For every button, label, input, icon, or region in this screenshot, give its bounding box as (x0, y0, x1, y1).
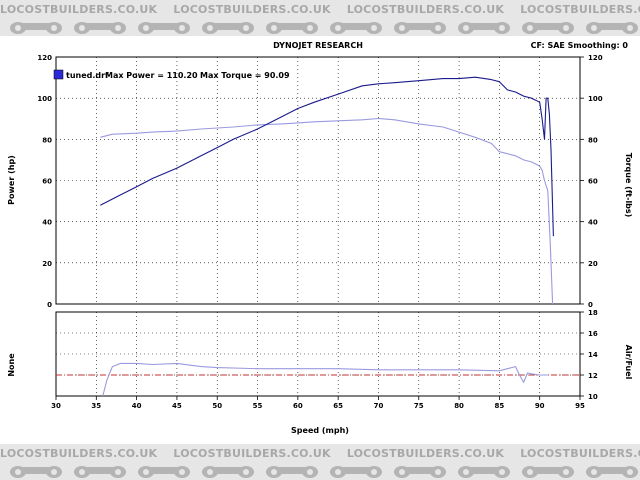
watermark-car-icon (138, 466, 190, 478)
x-tick-label: 90 (535, 402, 545, 410)
watermark-car-icon (202, 466, 254, 478)
watermark-car-icon (266, 22, 318, 34)
x-tick-label: 30 (51, 402, 61, 410)
x-tick-label: 55 (253, 402, 263, 410)
lower-series (102, 362, 548, 397)
x-tick-label: 65 (333, 402, 343, 410)
watermark-car-icon (522, 22, 574, 34)
watermark-car-icon (74, 466, 126, 478)
chart-header-right: CF: SAE Smoothing: 0 (531, 41, 629, 50)
lower-y-tick-right: 10 (588, 393, 598, 401)
power-line (100, 76, 554, 237)
watermark-car-icon (458, 466, 510, 478)
x-tick-label: 80 (454, 402, 464, 410)
watermark-car-icon (330, 22, 382, 34)
airfuel-line (102, 362, 548, 397)
upper-y-tick-right: 120 (588, 54, 603, 62)
watermark-car-icon (458, 22, 510, 34)
legend-swatch (53, 69, 64, 80)
upper-y-tick-right: 0 (588, 301, 593, 309)
watermark-text-bottom: LOCOSTBUILDERS.CO.UK LOCOSTBUILDERS.CO.U… (0, 447, 640, 460)
upper-series (100, 76, 554, 305)
watermark-car-icon (586, 466, 638, 478)
x-tick-label: 45 (172, 402, 182, 410)
x-axis-label: Speed (mph) (291, 426, 349, 435)
watermark-car-icon (586, 22, 638, 34)
x-tick-label: 50 (212, 402, 222, 410)
upper-y-tick-right: 60 (588, 178, 598, 186)
watermark-car-icons-bottom (10, 466, 638, 478)
y-axis-label-power: Power (hp) (7, 155, 16, 205)
upper-y-tick-right: 100 (588, 95, 603, 103)
upper-y-ticks-right: 0 20 40 60 80 100 120 (580, 54, 603, 309)
upper-y-tick-right: 80 (588, 136, 598, 144)
y-axis-label-torque: Torque (ft-lbs) (624, 153, 633, 218)
upper-y-tick-left: 80 (42, 136, 52, 144)
upper-y-tick-left: 120 (37, 54, 52, 62)
legend-file: tuned.drf (66, 71, 109, 80)
watermark-text-top: LOCOSTBUILDERS.CO.UK LOCOSTBUILDERS.CO.U… (0, 3, 640, 16)
x-tick-label: 35 (91, 402, 101, 410)
legend-max-power: Max Power = 110.20 (105, 71, 198, 80)
lower-y-tick-right: 12 (588, 372, 598, 380)
lower-y-tick-right: 18 (588, 309, 598, 317)
watermark-car-icon (10, 22, 62, 34)
watermark-car-icon (330, 466, 382, 478)
upper-panel-frame (55, 56, 581, 305)
lower-y-tick-right: 14 (588, 351, 598, 359)
watermark-car-icons-top (10, 22, 638, 34)
x-tick-label: 40 (132, 402, 142, 410)
watermark-car-icon (74, 22, 126, 34)
lower-panel-grid (56, 312, 580, 396)
upper-y-tick-left: 20 (42, 260, 52, 268)
x-tick-label: 70 (374, 402, 384, 410)
watermark-car-icon (266, 466, 318, 478)
watermark-car-icon (394, 22, 446, 34)
lower-panel-frame (55, 311, 581, 397)
x-tick-label: 95 (575, 402, 585, 410)
torque-line (100, 117, 554, 305)
upper-y-tick-left: 0 (47, 301, 52, 309)
upper-y-tick-right: 20 (588, 260, 598, 268)
x-tick-label: 60 (293, 402, 303, 410)
watermark-car-icon (394, 466, 446, 478)
upper-panel-grid (56, 57, 580, 304)
watermark-car-icon (522, 466, 574, 478)
upper-y-tick-left: 100 (37, 95, 52, 103)
upper-y-tick-left: 60 (42, 178, 52, 186)
upper-y-ticks-left: 0 20 40 60 80 100 120 (37, 54, 52, 309)
x-tick-label: 85 (495, 402, 505, 410)
lower-y-ticks-right: 10 12 14 16 18 (580, 309, 598, 401)
upper-y-tick-left: 40 (42, 219, 52, 227)
watermark-car-icon (10, 466, 62, 478)
upper-y-tick-right: 40 (588, 219, 598, 227)
lower-y-tick-right: 16 (588, 330, 598, 338)
x-axis-ticks: 30 35 40 45 50 55 60 65 70 75 80 85 90 95 (51, 396, 585, 410)
chart-header-title: DYNOJET RESEARCH (273, 41, 363, 50)
lower-y-axis-label-airfuel: Air/Fuel (624, 345, 633, 380)
x-tick-label: 75 (414, 402, 424, 410)
watermark-car-icon (202, 22, 254, 34)
watermark-band-bottom: LOCOSTBUILDERS.CO.UK LOCOSTBUILDERS.CO.U… (0, 444, 640, 480)
legend-max-torque: Max Torque = 90.09 (200, 71, 290, 80)
watermark-car-icon (138, 22, 190, 34)
lower-y-axis-label-none: None (7, 353, 16, 377)
watermark-band-top: LOCOSTBUILDERS.CO.UK LOCOSTBUILDERS.CO.U… (0, 0, 640, 36)
